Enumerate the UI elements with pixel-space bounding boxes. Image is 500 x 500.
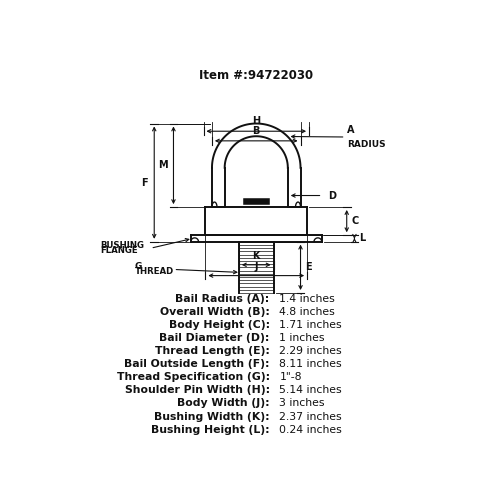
Text: C: C [352,216,359,226]
Text: RADIUS: RADIUS [346,140,386,148]
Text: 5.14 inches: 5.14 inches [280,386,342,396]
Text: B: B [252,126,260,136]
Text: BUSHING: BUSHING [100,241,144,250]
Text: Bail Diameter (D):: Bail Diameter (D): [160,333,270,343]
Text: L: L [360,234,366,243]
Text: 4.8 inches: 4.8 inches [280,307,335,317]
Text: 1"-8: 1"-8 [280,372,302,382]
Text: K: K [252,251,260,261]
Text: A: A [346,125,354,135]
Text: Thread Length (E):: Thread Length (E): [155,346,270,356]
Text: Bail Radius (A):: Bail Radius (A): [176,294,270,304]
Text: 2.37 inches: 2.37 inches [280,412,342,422]
Text: THREAD: THREAD [135,267,174,276]
Text: J: J [254,262,258,272]
Text: 1.71 inches: 1.71 inches [280,320,342,330]
Text: Shoulder Pin Width (H):: Shoulder Pin Width (H): [124,386,270,396]
Text: Bushing Height (L):: Bushing Height (L): [151,424,270,434]
Text: 1 inches: 1 inches [280,333,325,343]
Text: Overall Width (B):: Overall Width (B): [160,307,270,317]
Text: E: E [306,262,312,272]
Text: F: F [142,178,148,188]
Text: Item #:94722030: Item #:94722030 [199,69,314,82]
Text: D: D [328,190,336,200]
Text: Body Width (J):: Body Width (J): [177,398,270,408]
Text: Bushing Width (K):: Bushing Width (K): [154,412,270,422]
Text: 8.11 inches: 8.11 inches [280,359,342,369]
Text: H: H [252,116,260,126]
Text: Body Height (C):: Body Height (C): [168,320,270,330]
Text: M: M [158,160,168,170]
Text: 2.29 inches: 2.29 inches [280,346,342,356]
Text: 3 inches: 3 inches [280,398,325,408]
Polygon shape [244,198,268,204]
Text: Bail Outside Length (F):: Bail Outside Length (F): [124,359,270,369]
Text: Thread Specification (G):: Thread Specification (G): [116,372,270,382]
Text: 1.4 inches: 1.4 inches [280,294,335,304]
Text: G: G [135,262,142,271]
Text: FLANGE: FLANGE [100,246,138,255]
Text: 0.24 inches: 0.24 inches [280,424,342,434]
